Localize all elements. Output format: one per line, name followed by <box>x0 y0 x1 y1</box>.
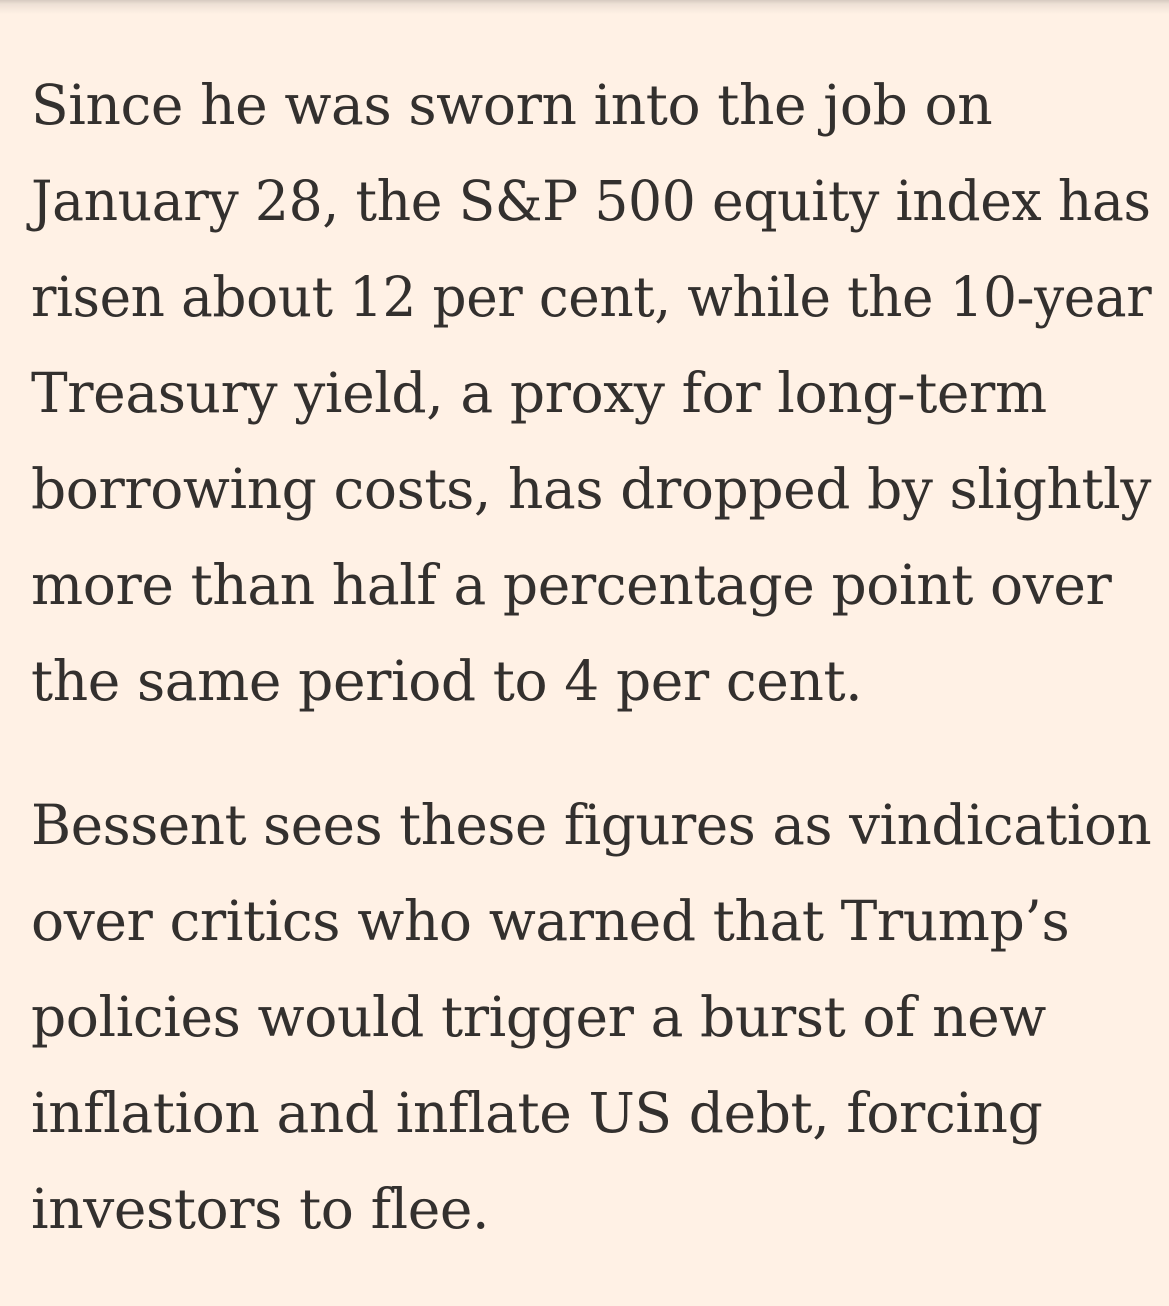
paragraph-line: policies would trigger a burst of new <box>31 985 1046 1049</box>
paragraph-line: over critics who warned that Trump’s <box>31 889 1070 953</box>
article-paragraph: Bessent sees these figures as vindicatio… <box>31 777 1152 1257</box>
header-shadow <box>0 0 1169 14</box>
paragraph-line: risen about 12 per cent, while the 10-ye… <box>31 265 1152 329</box>
paragraph-spacer <box>31 729 1151 777</box>
paragraph-line: inflation and inflate US debt, forcing <box>31 1081 1043 1145</box>
paragraph-line: more than half a percentage point over <box>31 553 1112 617</box>
paragraph-line: Bessent sees these figures as vindicatio… <box>31 793 1152 857</box>
paragraph-line: investors to flee. <box>31 1177 490 1241</box>
paragraph-line: Since he was sworn into the job on <box>31 73 993 137</box>
article-body: Since he was sworn into the job on Janua… <box>31 57 1152 1257</box>
paragraph-line: borrowing costs, has dropped by slightly <box>31 457 1151 521</box>
paragraph-line: Treasury yield, a proxy for long-term <box>31 361 1047 425</box>
article-paragraph: Since he was sworn into the job on Janua… <box>31 57 1152 729</box>
paragraph-line: January 28, the S&P 500 equity index has <box>31 169 1151 233</box>
paragraph-line: the same period to 4 per cent. <box>31 649 863 713</box>
